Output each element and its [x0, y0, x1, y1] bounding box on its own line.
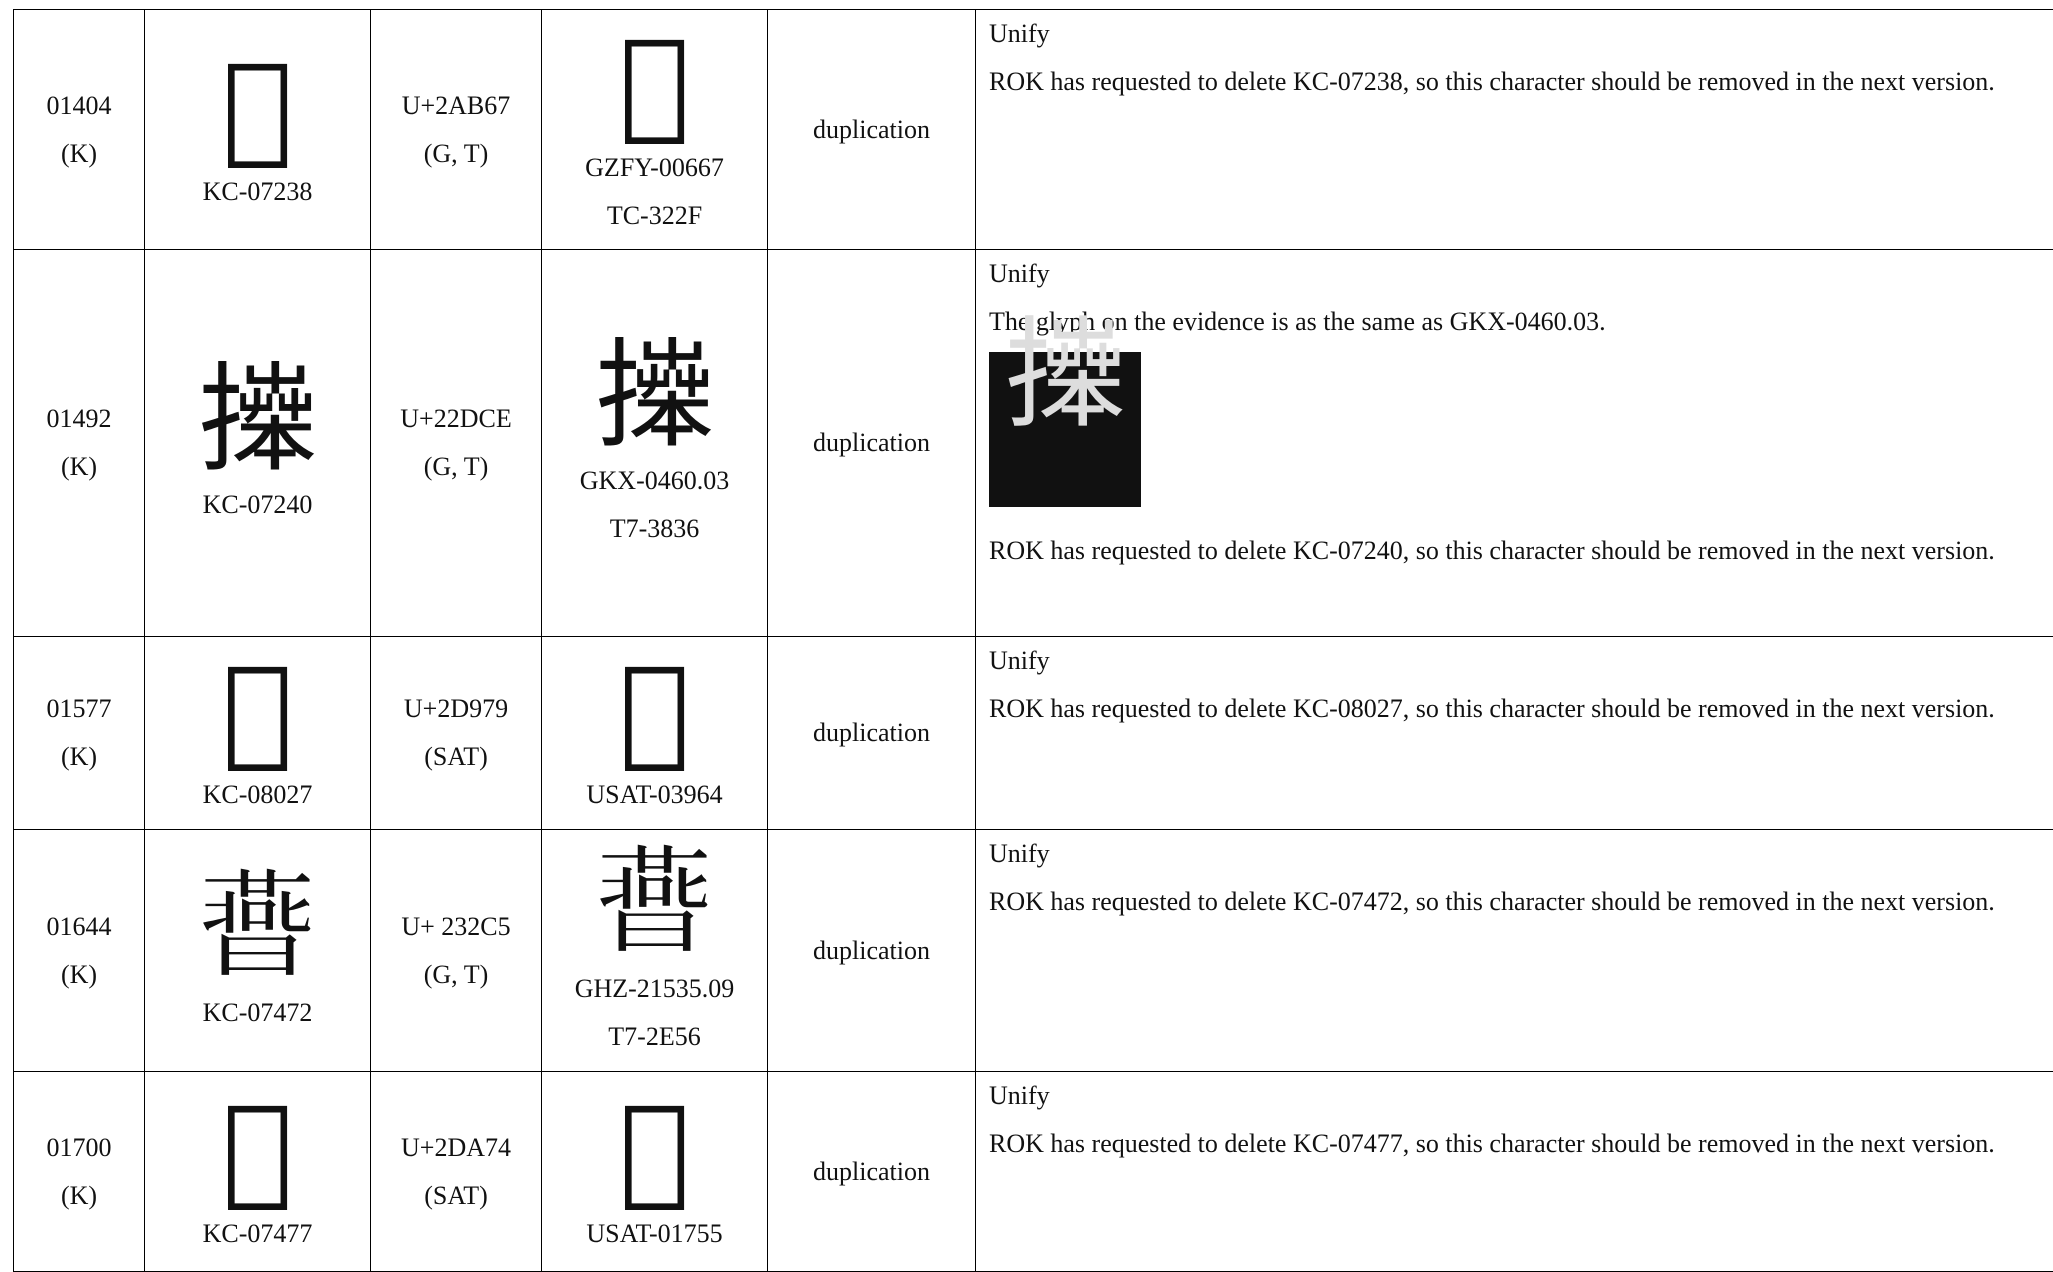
source-code: GZFY-00667	[542, 144, 767, 192]
type-cell: duplication	[768, 250, 976, 637]
type-cell: duplication	[768, 1072, 976, 1272]
glyph: 𢷎	[542, 333, 767, 457]
comment-line: ROK has requested to delete KC-07238, so…	[989, 58, 2053, 106]
source-code: KC-07477	[145, 1210, 370, 1258]
glyph: 𣋅	[542, 841, 767, 965]
sn-cell: 01492(K)	[14, 250, 145, 637]
comment-line: Unify	[989, 250, 2053, 298]
sources: (SAT)	[371, 1172, 541, 1220]
glyph: 𣋅	[145, 865, 370, 989]
sn-cell: 01700(K)	[14, 1072, 145, 1272]
sources: (SAT)	[371, 733, 541, 781]
glyph: 𪭧	[145, 44, 370, 168]
status: (K)	[14, 130, 144, 178]
code-point-cell: U+2D979(SAT)	[371, 637, 542, 830]
source-code: USAT-03964	[542, 771, 767, 819]
source-code: KC-07238	[145, 168, 370, 216]
type-cell: duplication	[768, 830, 976, 1072]
type: duplication	[768, 419, 975, 467]
serial-number: 01404	[14, 82, 144, 130]
glyph: 𭩴	[145, 1086, 370, 1210]
source-code: T7-3836	[542, 505, 767, 553]
source-code: GKX-0460.03	[542, 457, 767, 505]
serial-number: 01700	[14, 1124, 144, 1172]
source-code: GHZ-21535.09	[542, 965, 767, 1013]
type-cell: duplication	[768, 637, 976, 830]
code-point: U+22DCE	[371, 395, 541, 443]
comment-line: Unify	[989, 10, 2053, 58]
sn-cell: 01644(K)	[14, 830, 145, 1072]
sources: (G, T)	[371, 443, 541, 491]
code-point-cell: U+2DA74(SAT)	[371, 1072, 542, 1272]
type: duplication	[768, 709, 975, 757]
code-point: U+ 232C5	[371, 903, 541, 951]
status: (K)	[14, 951, 144, 999]
type: duplication	[768, 927, 975, 975]
source-code: TC-322F	[542, 192, 767, 240]
code-point: U+2AB67	[371, 82, 541, 130]
sn-cell: 01404(K)	[14, 10, 145, 250]
type: duplication	[768, 106, 975, 154]
source-code: T7-2E56	[542, 1013, 767, 1061]
evidence-image: 𢷎	[989, 352, 1141, 507]
comment-line: Unify	[989, 830, 2053, 878]
status: (K)	[14, 733, 144, 781]
comment-line: ROK has requested to delete KC-07472, so…	[989, 878, 2053, 926]
serial-number: 01492	[14, 395, 144, 443]
glyph: 𭥹	[542, 647, 767, 771]
code-point-cell: U+ 232C5(G, T)	[371, 830, 542, 1072]
glyph: 𪭧	[542, 20, 767, 144]
code-point-cell: U+2AB67(G, T)	[371, 10, 542, 250]
status: (K)	[14, 1172, 144, 1220]
status: (K)	[14, 443, 144, 491]
glyph: 𭥹	[145, 647, 370, 771]
source-code: KC-07472	[145, 989, 370, 1037]
sn-cell: 01577(K)	[14, 637, 145, 830]
comment-line: The glyph on the evidence is as the same…	[989, 298, 2053, 346]
type: duplication	[768, 1148, 975, 1196]
code-point: U+2DA74	[371, 1124, 541, 1172]
sources: (G, T)	[371, 951, 541, 999]
glyph: 𢷎	[145, 357, 370, 481]
type-cell: duplication	[768, 10, 976, 250]
source-code: USAT-01755	[542, 1210, 767, 1258]
comment-line: ROK has requested to delete KC-07240, so…	[989, 527, 2053, 575]
serial-number: 01644	[14, 903, 144, 951]
comment-line: ROK has requested to delete KC-07477, so…	[989, 1120, 2053, 1168]
source-code: KC-08027	[145, 771, 370, 819]
glyph: 𭩴	[542, 1086, 767, 1210]
code-point-cell: U+22DCE(G, T)	[371, 250, 542, 637]
code-point: U+2D979	[371, 685, 541, 733]
comment-line: ROK has requested to delete KC-08027, so…	[989, 685, 2053, 733]
sources: (G, T)	[371, 130, 541, 178]
comment-line: Unify	[989, 637, 2053, 685]
source-code: KC-07240	[145, 481, 370, 529]
serial-number: 01577	[14, 685, 144, 733]
comment-line: Unify	[989, 1072, 2053, 1120]
